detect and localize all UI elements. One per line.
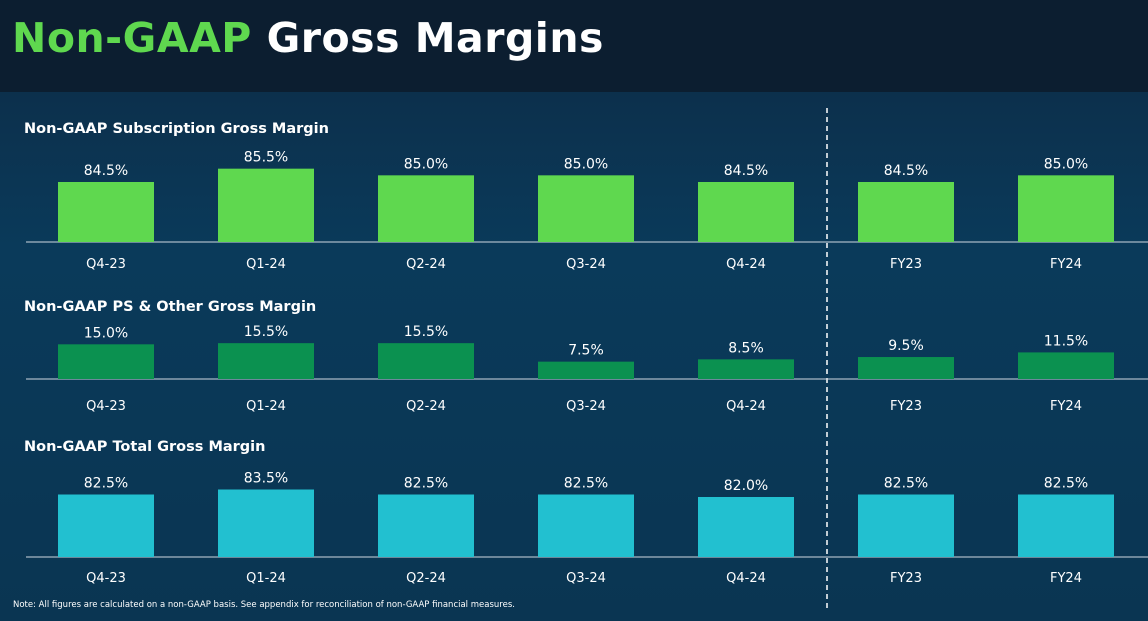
bar: [58, 182, 154, 242]
data-label: 82.5%: [404, 476, 448, 492]
bar: [858, 357, 954, 379]
category-label: Q1-24: [246, 571, 286, 586]
data-label: 7.5%: [568, 343, 604, 359]
bar: [698, 359, 794, 379]
category-label: Q3-24: [566, 571, 606, 586]
title-accent: Non-GAAP: [12, 14, 252, 62]
bar: [1018, 175, 1114, 242]
data-label: 85.0%: [404, 156, 448, 172]
data-label: 82.5%: [84, 476, 128, 492]
category-label: Q4-23: [86, 399, 126, 414]
bar: [218, 489, 314, 557]
data-label: 15.5%: [404, 324, 448, 340]
data-label: 82.5%: [884, 476, 928, 492]
category-label: FY24: [1050, 257, 1082, 272]
data-label: 83.5%: [244, 471, 288, 487]
category-label: Q1-24: [246, 399, 286, 414]
bar: [538, 361, 634, 379]
bar: [218, 343, 314, 379]
title-rest: Gross Margins: [251, 14, 604, 62]
category-label: FY24: [1050, 571, 1082, 586]
category-label: Q1-24: [246, 257, 286, 272]
category-label: FY24: [1050, 399, 1082, 414]
bar: [1018, 494, 1114, 557]
data-label: 82.0%: [724, 478, 768, 494]
bar: [1018, 352, 1114, 379]
bar: [218, 168, 314, 242]
category-label: Q4-24: [726, 571, 766, 586]
bar: [378, 343, 474, 379]
category-label: Q4-24: [726, 399, 766, 414]
data-label: 82.5%: [1044, 476, 1088, 492]
data-label: 84.5%: [724, 163, 768, 179]
category-label: Q4-23: [86, 571, 126, 586]
category-label: FY23: [890, 399, 922, 414]
data-label: 85.5%: [244, 150, 288, 166]
panel-title: Non-GAAP Subscription Gross Margin: [24, 121, 329, 137]
bar: [538, 494, 634, 557]
data-label: 15.0%: [84, 325, 128, 341]
data-label: 11.5%: [1044, 333, 1088, 349]
data-label: 85.0%: [1044, 156, 1088, 172]
data-label: 82.5%: [564, 476, 608, 492]
bar: [58, 344, 154, 379]
data-label: 84.5%: [884, 163, 928, 179]
category-label: Q2-24: [406, 571, 446, 586]
header-bar: Non-GAAP Gross Margins: [0, 0, 1148, 92]
data-label: 9.5%: [888, 338, 924, 354]
data-label: 8.5%: [728, 340, 764, 356]
bar: [58, 494, 154, 557]
panel-title: Non-GAAP PS & Other Gross Margin: [24, 299, 316, 315]
category-label: Q3-24: [566, 399, 606, 414]
bar: [378, 175, 474, 242]
category-label: Q2-24: [406, 399, 446, 414]
data-label: 15.5%: [244, 324, 288, 340]
page-title: Non-GAAP Gross Margins: [12, 8, 604, 68]
category-label: FY23: [890, 571, 922, 586]
category-label: Q2-24: [406, 257, 446, 272]
bar: [858, 182, 954, 242]
category-label: Q3-24: [566, 257, 606, 272]
category-label: Q4-24: [726, 257, 766, 272]
bar: [378, 494, 474, 557]
bar: [698, 497, 794, 557]
data-label: 84.5%: [84, 163, 128, 179]
category-label: Q4-23: [86, 257, 126, 272]
bar: [858, 494, 954, 557]
footnote: Note: All figures are calculated on a no…: [13, 600, 515, 610]
panel-title: Non-GAAP Total Gross Margin: [24, 439, 265, 455]
bar: [538, 175, 634, 242]
category-label: FY23: [890, 257, 922, 272]
data-label: 85.0%: [564, 156, 608, 172]
bar: [698, 182, 794, 242]
